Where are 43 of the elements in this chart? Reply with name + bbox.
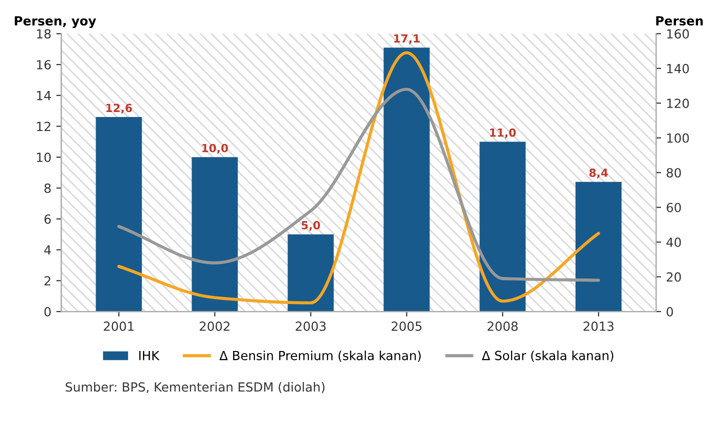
legend-label: Δ Solar (skala kanan) xyxy=(482,350,614,362)
y2-tick-label: 120 xyxy=(667,98,689,108)
y-tick-label: 8 xyxy=(44,184,51,193)
y-axis-title: Persen, yoy xyxy=(14,16,96,28)
y-tick-label: 2 xyxy=(44,276,50,286)
y2-tick-label: 100 xyxy=(667,133,689,143)
data-label: 17,1 xyxy=(394,34,420,44)
y-tick-label: 10 xyxy=(37,152,51,162)
bar xyxy=(192,157,238,312)
text: Sumber: BPS, Kementerian ESDM (diolah) xyxy=(66,382,324,394)
x-tick-label: 2003 xyxy=(296,321,326,331)
y2-tick-label: 60 xyxy=(666,202,681,212)
x-tick-label: 2001 xyxy=(104,321,134,331)
bar xyxy=(576,182,622,312)
bar xyxy=(480,142,526,312)
data-label: 10,0 xyxy=(202,144,228,154)
x-tick-label: 2008 xyxy=(488,321,518,331)
y2-tick-label: 140 xyxy=(667,64,689,74)
bar xyxy=(96,117,142,312)
data-label: 8,4 xyxy=(589,168,608,178)
x-tick-label: 2013 xyxy=(584,321,614,331)
y-tick-label: 4 xyxy=(44,245,51,255)
x-tick-label: 2005 xyxy=(392,321,422,331)
y2-tick-label: 0 xyxy=(666,307,673,316)
y-tick-label: 16 xyxy=(37,60,51,70)
legend-label: IHK xyxy=(139,350,160,360)
data-label: 5,0 xyxy=(302,221,320,231)
bar xyxy=(288,234,334,312)
y2-tick-label: 20 xyxy=(666,272,681,282)
y2-axis-title: Persen xyxy=(656,16,703,26)
bar xyxy=(384,48,430,312)
y2-tick-label: 160 xyxy=(667,29,689,39)
y-tick-label: 12 xyxy=(37,122,50,132)
x-tick-label: 2002 xyxy=(200,321,230,331)
y2-tick-label: 80 xyxy=(666,168,681,178)
y-tick-label: 6 xyxy=(44,214,51,224)
y-tick-label: 14 xyxy=(37,91,51,100)
y-tick-label: 0 xyxy=(44,307,51,316)
y-tick-label: 18 xyxy=(37,29,51,39)
y2-tick-label: 40 xyxy=(666,238,681,247)
data-label: 11,0 xyxy=(490,128,516,138)
legend-label: Δ Bensin Premium (skala kanan) xyxy=(219,350,421,362)
data-label: 12,6 xyxy=(106,104,132,114)
